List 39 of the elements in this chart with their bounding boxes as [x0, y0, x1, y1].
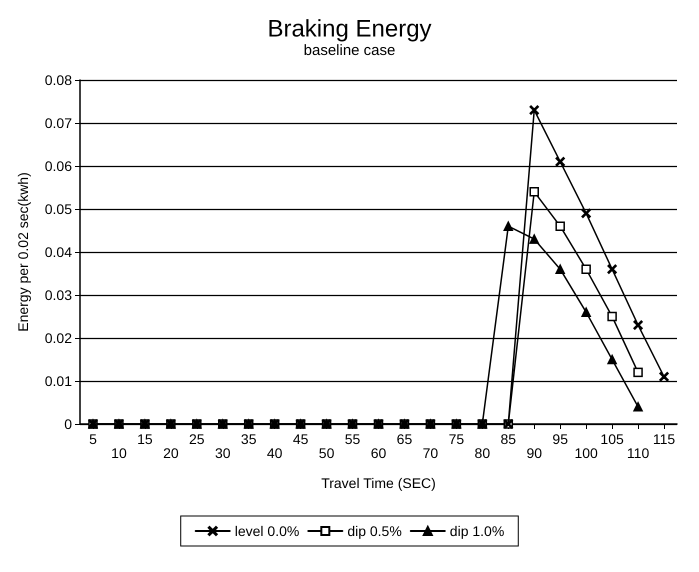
x-tick-label: 50: [318, 445, 335, 461]
x-tick-label: 20: [163, 445, 179, 461]
x-tick-label: 90: [526, 445, 542, 461]
chart-title: Braking Energy: [267, 16, 432, 42]
x-tick-label: 15: [137, 431, 153, 447]
y-tick-label: 0.01: [44, 373, 72, 389]
x-tick-label: 75: [448, 431, 464, 447]
x-axis-title: Travel Time (SEC): [321, 475, 436, 491]
x-tick-label: 115: [652, 431, 676, 447]
x-tick-label: 85: [500, 431, 516, 447]
x-tick-label: 110: [626, 445, 650, 461]
y-tick-label: 0.03: [44, 287, 72, 303]
x-tick-label: 105: [600, 431, 624, 447]
y-tick-label: 0.08: [44, 72, 72, 88]
y-tick-label: 0.06: [44, 158, 72, 174]
y-tick-label: 0.04: [44, 244, 72, 260]
y-tick-label: 0.02: [44, 330, 72, 346]
x-tick-label: 100: [574, 445, 598, 461]
x-tick-label: 45: [292, 431, 309, 447]
x-tick-label: 40: [266, 445, 283, 461]
chart-subtitle: baseline case: [304, 42, 396, 59]
x-tick-label: 5: [89, 431, 98, 447]
y-tick-label: 0.05: [44, 201, 72, 217]
x-tick-label: 10: [111, 445, 127, 461]
x-tick-label: 35: [240, 431, 257, 447]
legend-label: dip 0.5%: [347, 523, 402, 539]
legend-label: dip 1.0%: [450, 523, 504, 539]
x-tick-label: 30: [214, 445, 231, 461]
y-tick-label: 0: [64, 416, 72, 432]
x-tick-label: 60: [370, 445, 386, 461]
x-tick-label: 25: [189, 431, 205, 447]
y-axis-title: Energy per 0.02 sec(kwh): [15, 172, 31, 332]
y-tick-label: 0.07: [44, 115, 72, 131]
legend-label: level 0.0%: [234, 523, 300, 539]
x-tick-label: 95: [552, 431, 568, 447]
x-tick-label: 70: [422, 445, 438, 461]
x-tick-label: 65: [396, 431, 412, 447]
x-tick-label: 55: [344, 431, 361, 447]
x-tick-label: 80: [474, 445, 490, 461]
